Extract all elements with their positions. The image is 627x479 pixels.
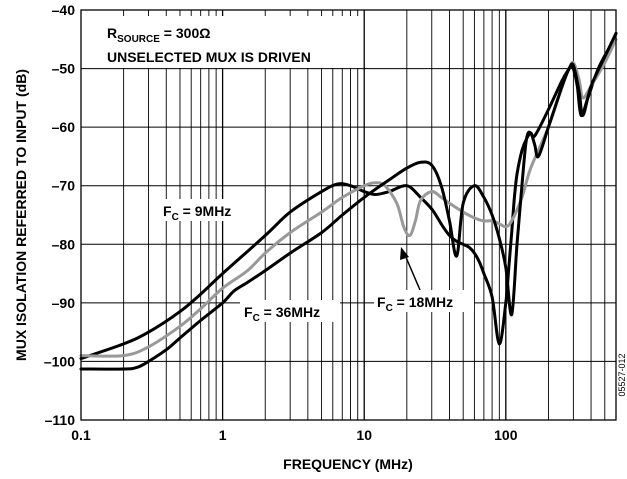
curve-label-36mhz: FC = 36MHz (244, 304, 320, 324)
label-bg-18mhz (374, 290, 474, 312)
series-line-1 (79, 31, 618, 360)
x-tick-labels: 0.1 1 10 100 (71, 427, 517, 443)
arrow-18mhz-shaft (404, 254, 421, 291)
y-tick-label: –50 (52, 61, 76, 77)
curve-label-18mhz: FC = 18MHz (377, 294, 453, 314)
y-tick-labels: –40 –50 –60 –70 –80 –90 –100 –110 (44, 2, 75, 428)
series-line-3 (79, 31, 618, 371)
source-resistance-label: RSOURCE = 300Ω (107, 25, 210, 45)
y-tick-label: –90 (52, 295, 76, 311)
y-tick-label: –110 (45, 412, 76, 428)
curve-label-9mhz: FC = 9MHz (163, 203, 231, 223)
figure-id: 05527-012 (617, 353, 627, 396)
y-tick-label: –60 (52, 119, 76, 135)
arrow-18mhz-head (400, 247, 409, 260)
y-axis-title: MUX ISOLATION REFERRED TO INPUT (dB) (13, 69, 29, 361)
unselected-mux-label: UNSELECTED MUX IS DRIVEN (107, 49, 311, 65)
plot-frame (80, 9, 617, 421)
x-tick-label: 0.1 (71, 427, 91, 443)
conditions-box (101, 16, 359, 68)
x-tick-label: 1 (219, 427, 227, 443)
y-tick-label: –40 (52, 2, 76, 18)
series-lines (79, 31, 618, 371)
y-tick-label: –70 (52, 178, 76, 194)
series-line-2 (79, 37, 618, 358)
y-tick-label: –80 (52, 236, 76, 252)
x-tick-label: 10 (356, 427, 372, 443)
x-axis-title: FREQUENCY (MHz) (283, 456, 413, 472)
label-bg-36mhz (240, 300, 340, 322)
y-tick-label: –100 (44, 353, 75, 369)
label-bg-9mhz (160, 199, 250, 221)
x-tick-label: 100 (494, 427, 518, 443)
